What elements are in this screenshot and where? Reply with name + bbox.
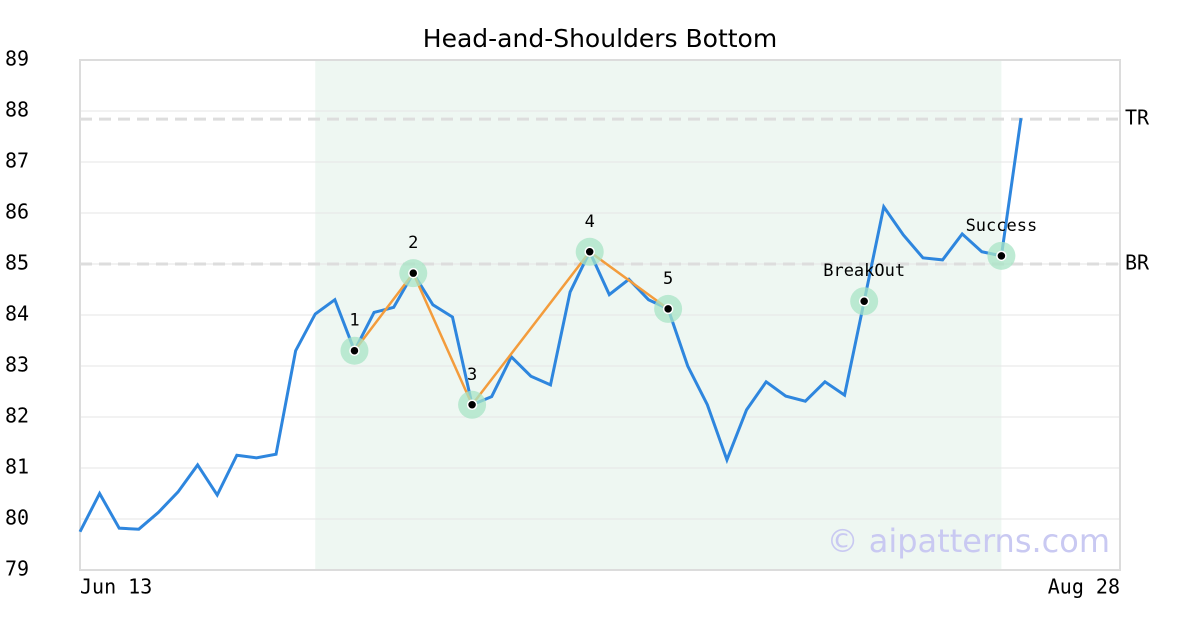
point-label: 5 [663,269,673,289]
y-tick-label: 88 [5,98,29,122]
chart-title: Head-and-Shoulders Bottom [423,24,777,53]
y-tick-label: 82 [5,404,29,428]
y-tick-label: 89 [5,47,29,71]
x-tick-label: Aug 28 [1048,575,1120,599]
level-label: BR [1125,251,1150,275]
y-tick-label: 83 [5,353,29,377]
x-tick-label: Jun 13 [80,575,152,599]
point-label: 4 [585,212,595,232]
y-tick-label: 85 [5,251,29,275]
y-tick-label: 79 [5,557,29,581]
y-tick-label: 84 [5,302,29,326]
point-label: BreakOut [823,261,905,281]
point-dot [584,246,595,258]
y-tick-label: 81 [5,455,29,479]
watermark: © aipatterns.com [827,522,1110,560]
plot-frame [79,59,1121,571]
y-tick-label: 80 [5,506,29,530]
point-dot [466,399,478,411]
point-label: 3 [467,365,477,385]
point-dot [408,267,419,279]
point-dot [349,345,360,356]
point-dot [996,250,1007,262]
point-label: Success [966,216,1038,236]
y-tick-label: 86 [5,200,29,224]
point-label: 2 [408,233,418,253]
level-label: TR [1125,106,1150,130]
y-tick-label: 87 [5,149,29,173]
point-label: 1 [349,311,359,331]
point-dot [858,295,870,307]
point-dot [662,303,674,315]
